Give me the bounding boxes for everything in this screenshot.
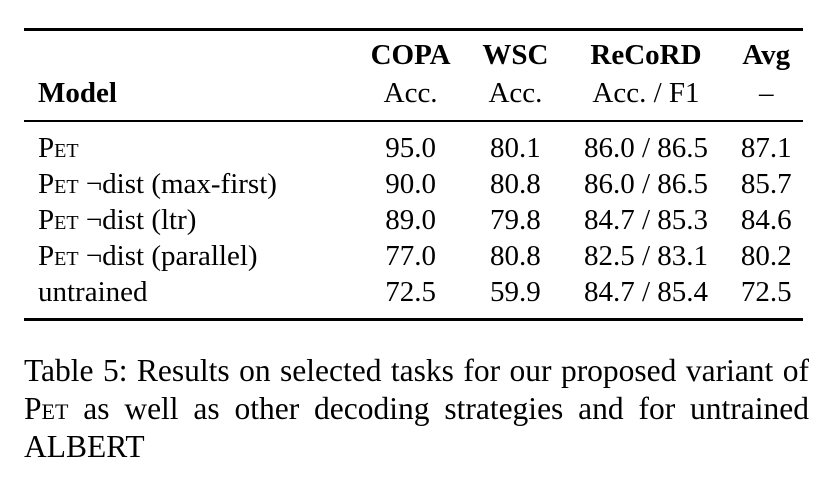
model-suffix: ¬dist (ltr) (78, 204, 197, 236)
wsc-cell: 79.8 (490, 204, 541, 236)
wsc-cell: 80.1 (490, 132, 541, 164)
table-bottom-rule (24, 318, 803, 321)
table-row: Pet ¬dist (parallel) 77.0 80.8 82.5 / 83… (24, 238, 803, 274)
avg-cell: 85.7 (740, 168, 792, 200)
record-cell: 84.7 / 85.4 (583, 276, 709, 308)
caption-part1: Table 5: Results on selected tasks for o… (24, 353, 809, 388)
model-prefix: Pet (38, 240, 79, 272)
table-row: Pet ¬dist (max-first) 90.0 80.8 86.0 / 8… (24, 166, 803, 202)
table-top-rule (24, 28, 803, 31)
header-row-datasets: COPA WSC ReCoRD Avg (24, 36, 803, 74)
copa-cell: 90.0 (385, 168, 436, 200)
table-row: untrained 72.5 59.9 84.7 / 85.4 72.5 (24, 274, 803, 310)
model-suffix: untrained (38, 276, 148, 308)
record-cell: 86.0 / 86.5 (583, 168, 709, 200)
copa-cell: 95.0 (385, 132, 436, 164)
metric-wsc: Acc. (488, 77, 543, 109)
model-prefix: Pet (38, 204, 79, 236)
model-prefix: Pet (38, 168, 79, 200)
table-row: Pet ¬dist (ltr) 89.0 79.8 84.7 / 85.3 84… (24, 202, 803, 238)
table-caption: Table 5: Results on selected tasks for o… (24, 352, 809, 466)
model-cell: untrained (24, 274, 353, 310)
record-cell: 82.5 / 83.1 (583, 240, 709, 272)
header-model: Model (38, 77, 117, 109)
caption-pet: Pet (24, 391, 69, 426)
metric-record: Acc. / F1 (592, 77, 700, 109)
results-table: COPA WSC ReCoRD Avg Model Acc. Acc. Acc.… (24, 36, 803, 310)
record-cell: 86.0 / 86.5 (583, 132, 709, 164)
avg-cell: 84.6 (740, 204, 792, 236)
header-record: ReCoRD (590, 39, 702, 71)
header-wsc: WSC (482, 39, 549, 71)
copa-cell: 72.5 (385, 276, 436, 308)
model-prefix: Pet (38, 132, 79, 164)
metric-avg: – (759, 77, 774, 109)
caption-part2: as well as other decoding strategies and… (24, 391, 809, 464)
header-copa: COPA (370, 39, 451, 71)
model-suffix: ¬dist (parallel) (78, 240, 258, 272)
header-avg: Avg (742, 39, 791, 71)
avg-cell: 72.5 (740, 276, 792, 308)
copa-cell: 89.0 (385, 204, 436, 236)
wsc-cell: 80.8 (490, 168, 541, 200)
header-row-metrics: Model Acc. Acc. Acc. / F1 – (24, 74, 803, 112)
model-cell: Pet ¬dist (ltr) (24, 202, 353, 238)
model-suffix: ¬dist (max-first) (78, 168, 277, 200)
model-cell: Pet (24, 130, 353, 166)
avg-cell: 80.2 (740, 240, 792, 272)
copa-cell: 77.0 (385, 240, 436, 272)
metric-copa: Acc. (383, 77, 438, 109)
avg-cell: 87.1 (740, 132, 792, 164)
record-cell: 84.7 / 85.3 (583, 204, 709, 236)
model-cell: Pet ¬dist (parallel) (24, 238, 353, 274)
table-header-rule (24, 120, 803, 122)
table-row: Pet 95.0 80.1 86.0 / 86.5 87.1 (24, 130, 803, 166)
header-empty-cell (24, 36, 353, 74)
wsc-cell: 80.8 (490, 240, 541, 272)
wsc-cell: 59.9 (490, 276, 541, 308)
model-cell: Pet ¬dist (max-first) (24, 166, 353, 202)
